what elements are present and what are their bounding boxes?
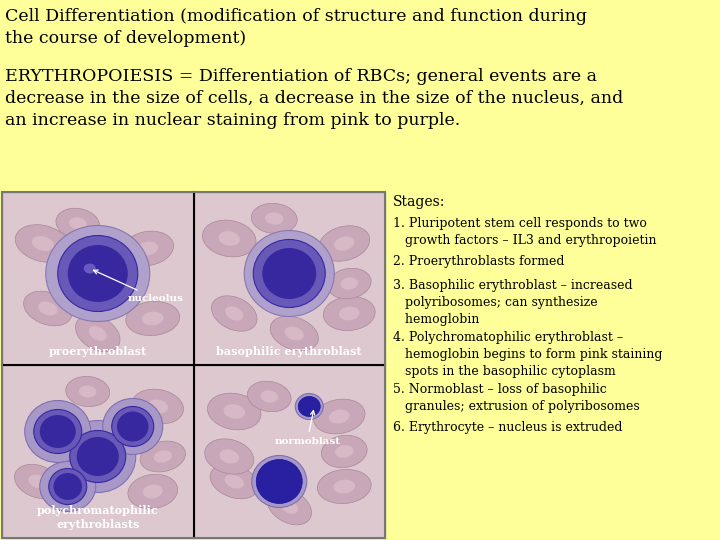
Text: 6. Erythrocyte – nucleus is extruded: 6. Erythrocyte – nucleus is extruded — [393, 421, 623, 434]
Bar — [2, 192, 194, 365]
Ellipse shape — [66, 376, 109, 407]
Ellipse shape — [223, 404, 245, 419]
Ellipse shape — [248, 381, 291, 412]
Ellipse shape — [126, 301, 180, 335]
Ellipse shape — [284, 327, 304, 340]
Ellipse shape — [103, 399, 163, 455]
Ellipse shape — [142, 312, 163, 325]
Bar — [194, 192, 385, 365]
Ellipse shape — [220, 449, 239, 463]
Ellipse shape — [334, 237, 354, 251]
Bar — [2, 192, 385, 538]
Ellipse shape — [14, 464, 61, 498]
Text: 5. Normoblast – loss of basophilic
   granules; extrusion of polyribosomes: 5. Normoblast – loss of basophilic granu… — [393, 383, 640, 413]
Bar — [2, 365, 194, 538]
Ellipse shape — [49, 469, 86, 504]
Ellipse shape — [295, 394, 323, 420]
Text: 4. Polychromatophilic erythroblast –
   hemoglobin begins to form pink staining
: 4. Polychromatophilic erythroblast – hem… — [393, 331, 662, 378]
Ellipse shape — [140, 441, 186, 472]
Ellipse shape — [244, 231, 334, 316]
Ellipse shape — [29, 475, 47, 488]
Ellipse shape — [265, 212, 284, 225]
Text: 3. Basophilic erythroblast – increased
   polyribosomes; can synthesize
   hemog: 3. Basophilic erythroblast – increased p… — [393, 279, 633, 326]
Ellipse shape — [253, 240, 325, 307]
Ellipse shape — [262, 248, 316, 299]
Ellipse shape — [70, 430, 126, 483]
Ellipse shape — [321, 435, 367, 468]
Ellipse shape — [53, 473, 82, 500]
Text: 2. Proerythroblasts formed: 2. Proerythroblasts formed — [393, 255, 564, 268]
Ellipse shape — [68, 245, 127, 302]
Text: nucleolus: nucleolus — [94, 270, 184, 303]
Ellipse shape — [333, 480, 355, 494]
Ellipse shape — [112, 407, 154, 447]
Ellipse shape — [219, 231, 240, 246]
Text: Cell Differentiation (modification of structure and function during
the course o: Cell Differentiation (modification of st… — [5, 8, 587, 47]
Ellipse shape — [84, 264, 96, 273]
Ellipse shape — [225, 306, 243, 321]
Ellipse shape — [60, 421, 136, 492]
Ellipse shape — [79, 386, 96, 397]
Ellipse shape — [46, 226, 150, 321]
Ellipse shape — [270, 316, 318, 351]
Ellipse shape — [204, 439, 253, 474]
Ellipse shape — [58, 235, 138, 312]
Ellipse shape — [207, 393, 261, 430]
Ellipse shape — [261, 390, 278, 403]
Text: polychromatophilic
erythroblasts: polychromatophilic erythroblasts — [37, 505, 158, 530]
Text: normoblast: normoblast — [274, 410, 341, 446]
Ellipse shape — [298, 396, 320, 416]
Ellipse shape — [252, 456, 307, 508]
Ellipse shape — [339, 307, 359, 320]
Text: Stages:: Stages: — [393, 195, 446, 209]
Ellipse shape — [32, 236, 54, 251]
Ellipse shape — [138, 241, 158, 255]
Text: proerythroblast: proerythroblast — [49, 346, 147, 356]
Ellipse shape — [319, 226, 370, 261]
Text: basophilic erythroblast: basophilic erythroblast — [217, 346, 362, 356]
Ellipse shape — [202, 220, 256, 257]
Ellipse shape — [40, 415, 76, 448]
Ellipse shape — [69, 218, 86, 230]
Ellipse shape — [212, 296, 257, 331]
Ellipse shape — [38, 301, 58, 315]
Ellipse shape — [56, 208, 99, 239]
Ellipse shape — [323, 296, 375, 330]
Ellipse shape — [24, 401, 91, 462]
Ellipse shape — [132, 389, 184, 424]
Ellipse shape — [89, 326, 107, 341]
Ellipse shape — [40, 462, 96, 511]
Text: 1. Pluripotent stem cell responds to two
   growth factors – IL3 and erythropoie: 1. Pluripotent stem cell responds to two… — [393, 217, 657, 247]
Ellipse shape — [15, 225, 70, 262]
Ellipse shape — [153, 450, 172, 463]
Bar — [194, 365, 385, 538]
Ellipse shape — [143, 484, 163, 498]
Text: ERYTHROPOIESIS = Differentiation of RBCs; general events are a
decrease in the s: ERYTHROPOIESIS = Differentiation of RBCs… — [5, 68, 624, 130]
Ellipse shape — [280, 499, 298, 514]
Ellipse shape — [34, 409, 82, 454]
Ellipse shape — [148, 400, 168, 414]
Ellipse shape — [24, 291, 72, 326]
Ellipse shape — [76, 315, 120, 352]
Ellipse shape — [313, 399, 365, 434]
Ellipse shape — [335, 445, 354, 458]
Ellipse shape — [210, 464, 258, 499]
Ellipse shape — [256, 460, 302, 503]
Ellipse shape — [117, 411, 148, 442]
Ellipse shape — [77, 437, 119, 476]
Ellipse shape — [122, 231, 174, 266]
Ellipse shape — [318, 469, 372, 504]
Ellipse shape — [328, 268, 371, 299]
Ellipse shape — [225, 475, 244, 488]
Ellipse shape — [128, 474, 178, 509]
Ellipse shape — [341, 278, 358, 289]
Ellipse shape — [267, 488, 312, 525]
Ellipse shape — [329, 409, 349, 423]
Ellipse shape — [251, 204, 297, 234]
